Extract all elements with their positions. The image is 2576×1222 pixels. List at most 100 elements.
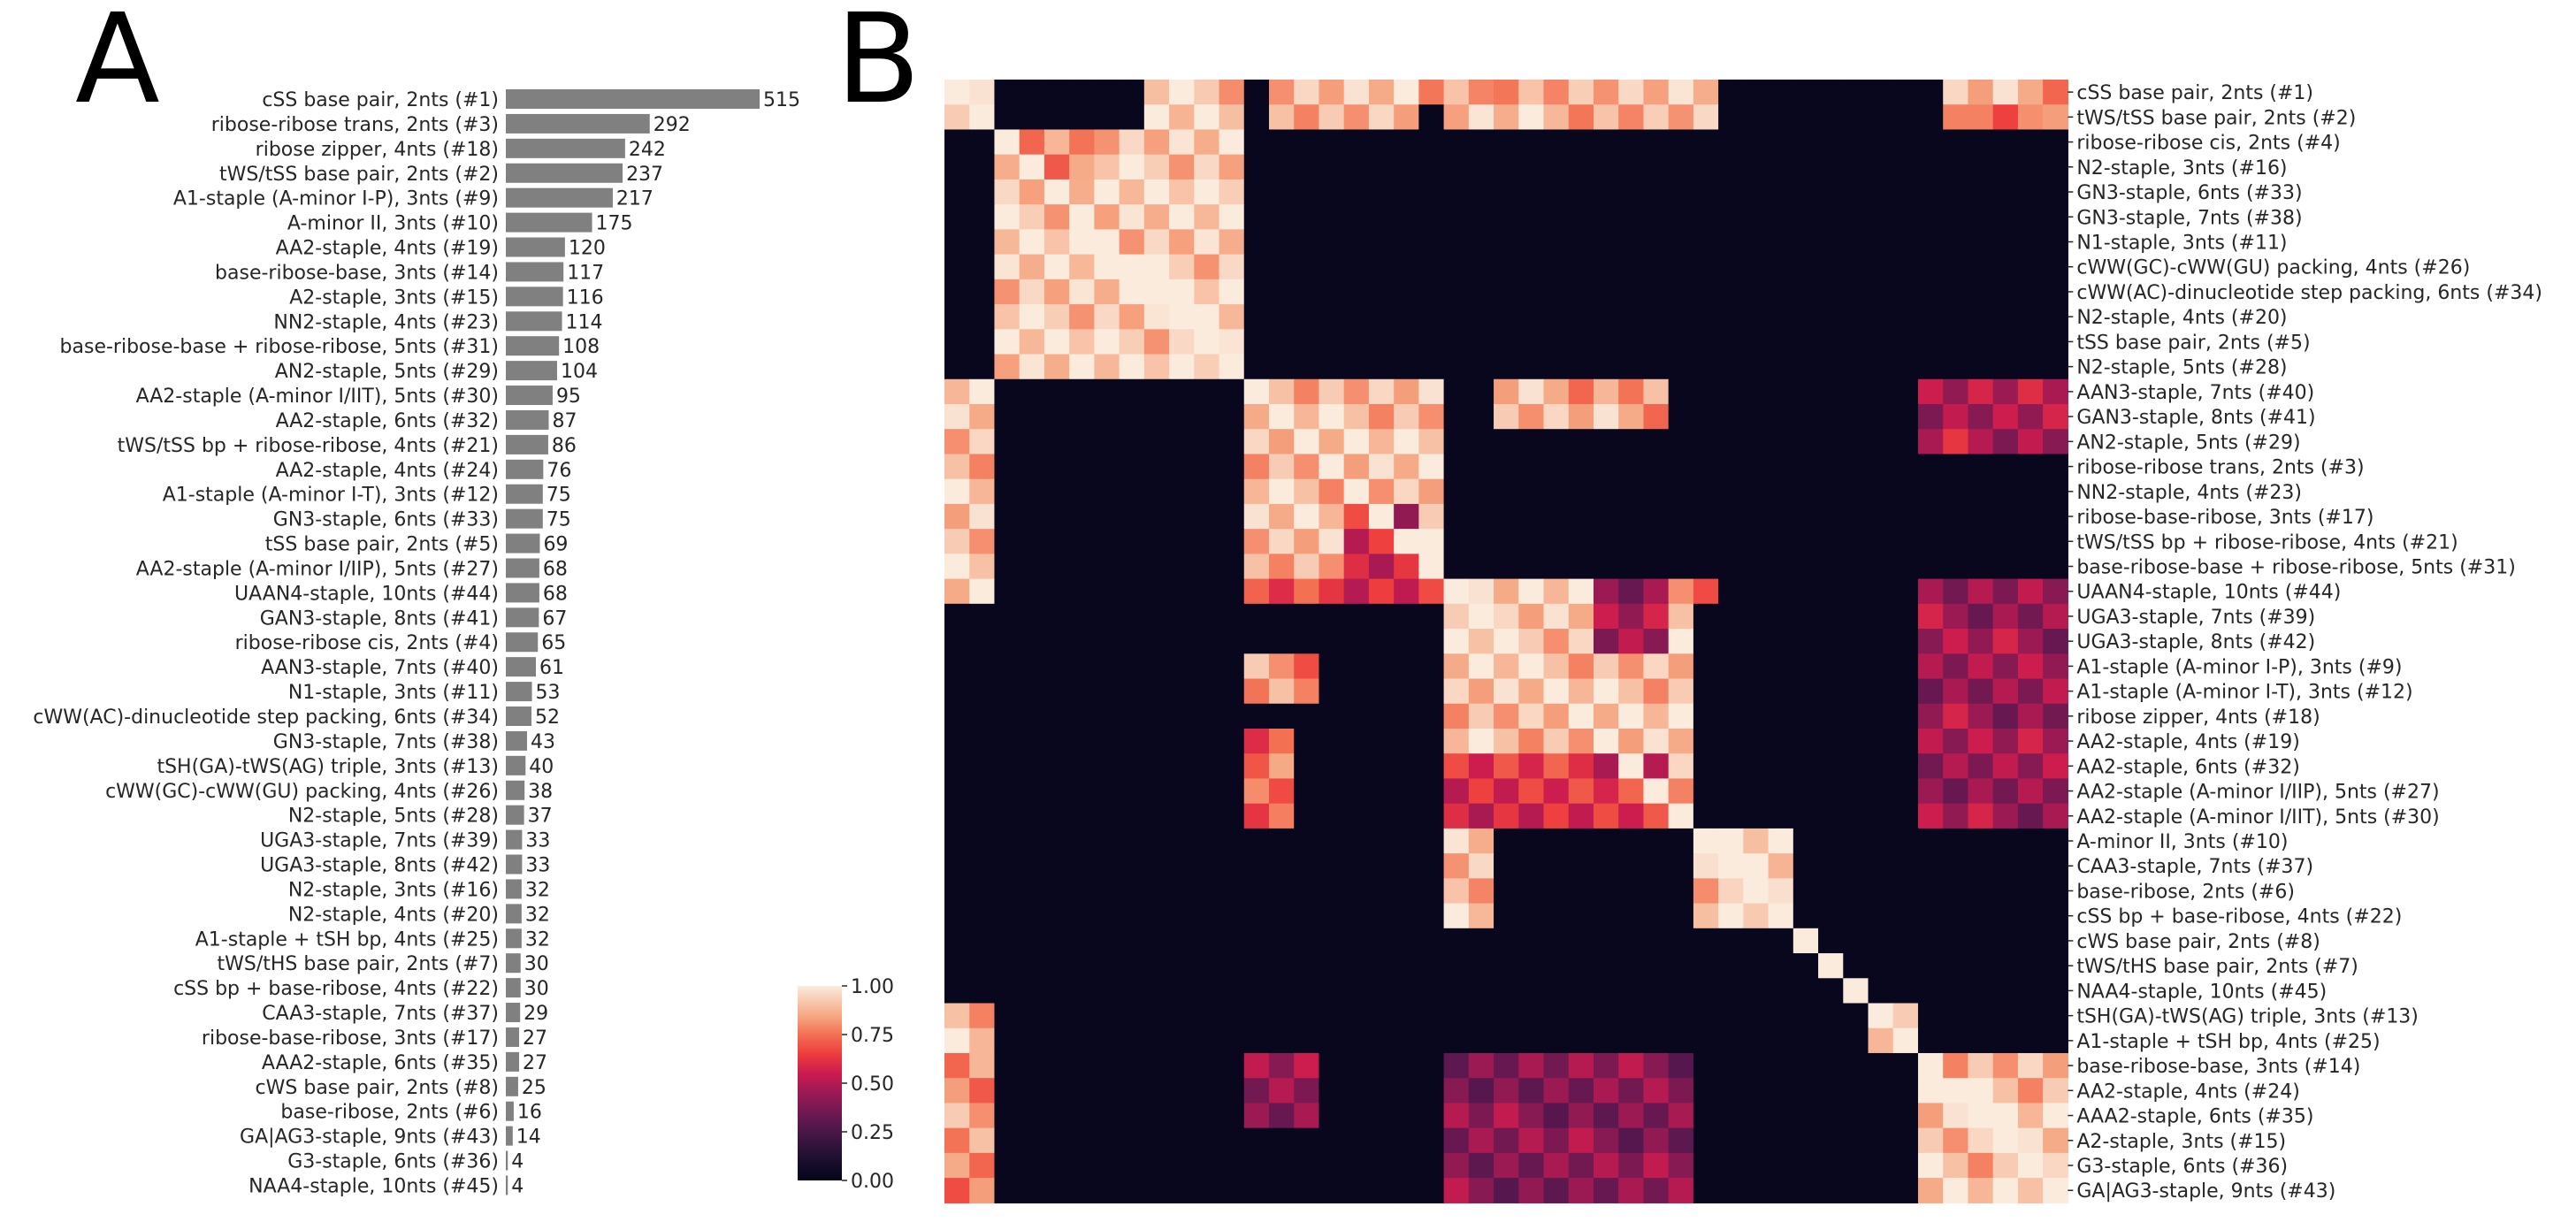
heatmap-cell xyxy=(1219,1103,1245,1129)
heatmap-cell xyxy=(1343,703,1370,729)
heatmap-cell xyxy=(1418,1027,1445,1054)
heatmap-cell xyxy=(1219,478,1245,505)
heatmap-cell xyxy=(1019,1178,1045,1203)
heatmap-cell xyxy=(1043,529,1070,554)
heatmap-cell xyxy=(1443,403,1470,430)
heatmap-cell xyxy=(1643,354,1670,380)
heatmap-cell xyxy=(1643,1078,1670,1104)
heatmap-cell xyxy=(1518,1152,1545,1179)
heatmap-cell xyxy=(1593,304,1619,330)
heatmap-cell xyxy=(944,853,970,879)
heatmap-cell xyxy=(1543,978,1570,1004)
heatmap-cell xyxy=(1268,503,1295,530)
heatmap-cell xyxy=(1968,578,1994,605)
heatmap-cell xyxy=(1843,503,1869,530)
heatmap-cell xyxy=(1792,529,1819,554)
heatmap-cell xyxy=(1443,853,1470,879)
heatmap-cell xyxy=(1668,678,1694,705)
heatmap-cell xyxy=(1319,104,1345,131)
heatmap-cell xyxy=(1917,978,1944,1004)
heatmap-cell xyxy=(1718,853,1744,879)
heatmap-cell xyxy=(1618,378,1645,405)
heatmap-cell xyxy=(1494,1052,1519,1079)
heatmap-cell xyxy=(1043,1027,1070,1054)
heatmap-cell xyxy=(1069,603,1095,630)
heatmap-cell xyxy=(1169,403,1195,430)
heatmap-cell xyxy=(1494,978,1519,1004)
heatmap-cell xyxy=(1494,304,1519,330)
heatmap-cell xyxy=(1043,378,1070,405)
heatmap-cell xyxy=(1968,503,1994,530)
heatmap-cell xyxy=(1917,279,1944,305)
heatmap-cell xyxy=(1792,403,1819,430)
heatmap-cell xyxy=(1868,304,1894,330)
heatmap-cell xyxy=(969,454,996,480)
heatmap-cell xyxy=(1043,1003,1070,1029)
heatmap-cell xyxy=(1992,1178,2019,1203)
heatmap-cell xyxy=(1743,978,1770,1004)
heatmap-cell xyxy=(1892,629,1919,654)
heatmap-cell xyxy=(1917,728,1944,754)
heatmap-cell xyxy=(1917,429,1944,455)
heatmap-cell xyxy=(1219,1078,1245,1104)
heatmap-cell xyxy=(1294,154,1320,180)
heatmap-cell xyxy=(1917,80,1944,105)
heatmap-cell xyxy=(1443,429,1470,455)
heatmap-cell xyxy=(1268,1127,1295,1154)
heatmap-cell xyxy=(1294,653,1320,680)
category-label: cSS base pair, 2nts (#1) xyxy=(262,89,499,111)
heatmap-row-label: base-ribose-base + ribose-ribose, 5nts (… xyxy=(2076,556,2515,578)
heatmap-cell xyxy=(1268,529,1295,554)
heatmap-cell xyxy=(1368,853,1395,879)
heatmap-cell xyxy=(1743,803,1770,829)
heatmap-cell xyxy=(944,1052,970,1079)
heatmap-cell xyxy=(1069,80,1095,105)
heatmap-cell xyxy=(1219,429,1245,455)
heatmap-cell xyxy=(1468,703,1494,729)
heatmap-cell xyxy=(1019,80,1045,105)
heatmap-cell xyxy=(1992,429,2019,455)
heatmap-cell xyxy=(1718,478,1744,505)
heatmap-cell xyxy=(1069,928,1095,954)
heatmap-cell xyxy=(1917,1103,1944,1129)
heatmap-cell xyxy=(1743,603,1770,630)
heatmap-cell xyxy=(1618,229,1645,256)
heatmap-cell xyxy=(1368,80,1395,105)
heatmap-cell xyxy=(944,378,970,405)
heatmap-cell xyxy=(1768,454,1794,480)
heatmap-cell xyxy=(1943,229,1969,256)
heatmap-cell xyxy=(1043,1052,1070,1079)
heatmap-cell xyxy=(1968,179,1994,205)
heatmap-cell xyxy=(1768,828,1794,854)
heatmap-cell xyxy=(1043,778,1070,805)
heatmap-cell xyxy=(1343,653,1370,680)
heatmap-cell xyxy=(1892,578,1919,605)
heatmap-cell xyxy=(969,204,996,230)
heatmap-cell xyxy=(1219,179,1245,205)
heatmap-cell xyxy=(1019,578,1045,605)
heatmap-cell xyxy=(1693,154,1719,180)
heatmap-cell xyxy=(1843,953,1869,979)
heatmap-cell xyxy=(1019,1078,1045,1104)
heatmap-cell xyxy=(1718,1103,1744,1129)
heatmap-cell xyxy=(1768,204,1794,230)
heatmap-cell xyxy=(1343,1052,1370,1079)
bar xyxy=(506,459,544,479)
heatmap-cell xyxy=(1568,1052,1594,1079)
heatmap-cell xyxy=(1494,1127,1519,1154)
heatmap-cell xyxy=(1268,1027,1295,1054)
heatmap-cell xyxy=(1917,179,1944,205)
heatmap-cell xyxy=(1843,1027,1869,1054)
heatmap-cell xyxy=(1818,1103,1844,1129)
heatmap-cell xyxy=(1568,878,1594,905)
category-label: base-ribose, 2nts (#6) xyxy=(280,1102,499,1124)
heatmap-row-label: tSH(GA)-tWS(AG) triple, 3nts (#13) xyxy=(2076,1006,2419,1028)
heatmap-cell xyxy=(1043,578,1070,605)
heatmap-cell xyxy=(1843,403,1869,430)
heatmap-cell xyxy=(944,1078,970,1104)
heatmap-cell xyxy=(1394,703,1419,729)
heatmap-cell xyxy=(1643,953,1670,979)
heatmap-cell xyxy=(1518,578,1545,605)
heatmap-cell xyxy=(1194,728,1220,754)
heatmap-cell xyxy=(1194,653,1220,680)
